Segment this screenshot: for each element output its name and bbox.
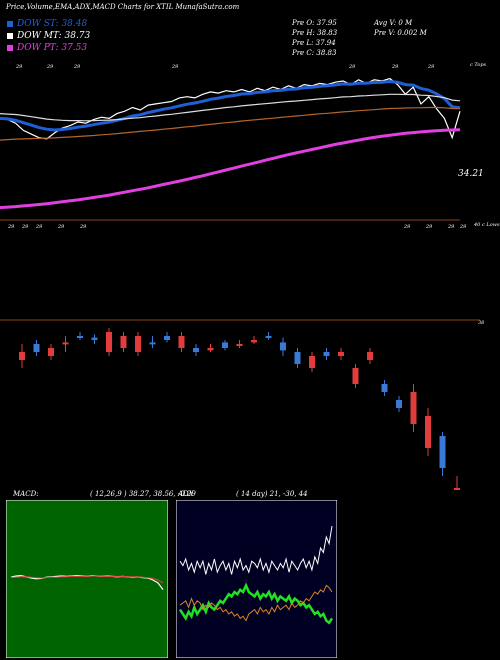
macd-title: MACD: [13, 490, 39, 498]
series-line-ema-mid [0, 93, 461, 122]
stat-avg-volume: Avg V: 0 M [374, 19, 413, 27]
date-tick-top: 29 [7, 224, 15, 230]
date-tick-mid: 29 [79, 224, 87, 230]
date-tick-mid: 29 [403, 224, 411, 230]
candle-body [294, 352, 301, 364]
upper-tag: c Tops [470, 62, 487, 68]
series-line-ema-short [0, 79, 461, 132]
chart-title: Price,Volume,EMA,ADX,MACD Charts for XTI… [6, 3, 240, 11]
candle-body [120, 336, 127, 348]
legend-swatch-st [7, 20, 13, 27]
adx-line-minusdi [179, 584, 333, 622]
candle-body [135, 336, 141, 352]
candle-body [149, 342, 156, 345]
candle-body [454, 488, 460, 490]
stat-prev-open: Pre O: 37.95 [292, 19, 337, 27]
adx-panel [176, 500, 337, 658]
price-lines [0, 77, 461, 210]
candle-body [77, 336, 83, 338]
candle-body [251, 340, 257, 343]
date-tick-mid: 29 [447, 224, 455, 230]
candle-body [207, 348, 214, 351]
stat-prev-high: Pre H: 38.83 [292, 29, 338, 37]
date-ticks-top: 29 29 29 29 29 29 29 29 29 [7, 64, 435, 230]
candle-body [19, 352, 25, 360]
candle-body [381, 384, 388, 392]
date-tick-mid: 29 [425, 224, 433, 230]
series-line-dow-pt [0, 128, 461, 210]
date-ticks-mid: 29 29 29 29 29 29 29 [35, 224, 467, 230]
candle-body [338, 352, 344, 356]
legend-label-pt: DOW PT: 37.53 [17, 43, 88, 53]
legend-label-mt: DOW MT: 38.73 [17, 31, 91, 41]
legend-swatch-pt [7, 44, 13, 51]
date-tick-top: 29 [391, 64, 399, 70]
adx-line-plusdi [178, 582, 334, 625]
candle-body [91, 337, 98, 340]
adx-line-adx [179, 525, 333, 575]
stat-prev-close: Pre C: 38.83 [292, 49, 337, 57]
candle-body [323, 352, 330, 356]
date-tick-mid: 29 [459, 224, 467, 230]
candlesticks [19, 328, 460, 490]
date-tick-top: 29 [348, 64, 356, 70]
date-tick-top: 29 [73, 64, 81, 70]
candle-body [425, 416, 431, 448]
candle-body [106, 332, 112, 352]
candle-body [439, 436, 446, 468]
candle-body [178, 336, 185, 348]
candle-body [33, 344, 40, 352]
candle-body [48, 348, 54, 356]
date-tick-top: 29 [427, 64, 435, 70]
candle-body [265, 336, 272, 338]
adx-panel-bg [176, 500, 337, 658]
stat-prev-volume: Pre V: 0.002 M [374, 29, 427, 37]
adx-values: ( 14 day) 21, -30, 44 [236, 490, 308, 498]
date-tick-top: 29 [46, 64, 54, 70]
adx-lines [178, 525, 334, 625]
series-line-ema-long [0, 106, 461, 141]
legend-swatch-mt [7, 32, 13, 39]
macd-panel [6, 500, 168, 658]
candle-body [280, 342, 286, 351]
candle-body [352, 368, 359, 384]
candle-body [164, 336, 170, 340]
candle-body [396, 400, 402, 408]
date-tick-top: 29 [15, 64, 23, 70]
candle-body [62, 342, 69, 345]
date-tick-mid: 29 [57, 224, 65, 230]
adx-title: ADX [178, 490, 194, 498]
candle-body [309, 356, 315, 368]
legend-dow-mt: DOW MT: 38.73 [7, 31, 90, 41]
legend-dow-pt: DOW PT: 37.53 [7, 43, 87, 53]
stat-prev-low: Pre L: 37.94 [292, 39, 336, 47]
candle-body [222, 342, 228, 348]
macd-values: ( 12,26,9 ) 38.27, 38.56, -0.29 [90, 490, 196, 498]
candle-body [236, 344, 243, 346]
date-tick-mid: 29 [35, 224, 43, 230]
candle-body [410, 392, 417, 424]
candle-level-label: 38 [478, 320, 484, 326]
macd-panel-bg [6, 500, 168, 658]
candle-body [367, 352, 373, 360]
macd-lines [10, 574, 164, 590]
lower-tag: 40 c Lows [473, 222, 500, 228]
candle-body [193, 348, 199, 352]
date-tick-top: 29 [21, 224, 29, 230]
date-tick-top: 29 [171, 64, 179, 70]
price-label: 34.21 [458, 169, 484, 179]
macd-line-signal [10, 575, 164, 584]
legend-dow-st: DOW ST: 38.48 [7, 19, 87, 29]
legend-label-st: DOW ST: 38.48 [17, 19, 88, 29]
